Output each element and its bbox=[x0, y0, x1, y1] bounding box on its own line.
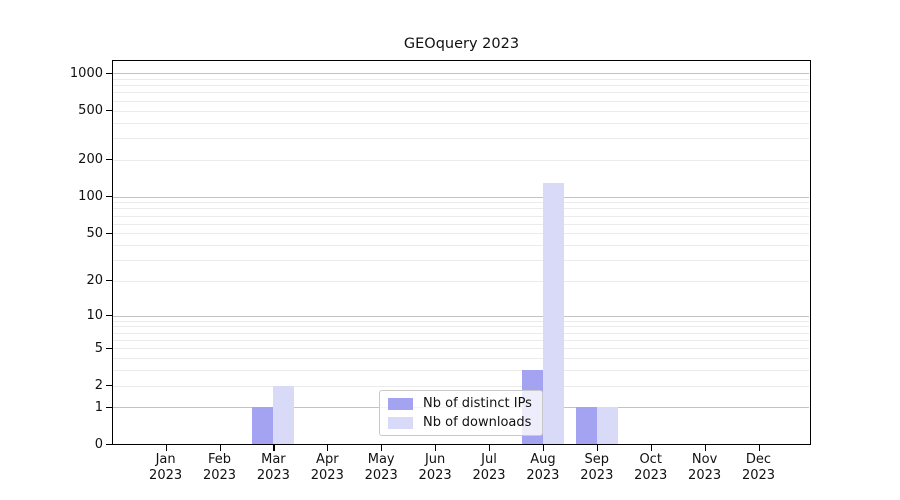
bar-distinct-ips bbox=[252, 407, 274, 445]
y-tick bbox=[106, 109, 112, 112]
y-tick bbox=[106, 347, 112, 349]
x-tick-label: Jun 2023 bbox=[418, 452, 452, 483]
y-tick-label: 1 bbox=[94, 399, 103, 415]
bar-downloads bbox=[542, 182, 564, 445]
legend-swatch-distinct-ips bbox=[388, 397, 413, 410]
minor-gridline bbox=[113, 159, 809, 161]
y-tick-label: 20 bbox=[86, 273, 103, 289]
minor-gridline bbox=[113, 100, 809, 102]
x-tick-label: Oct 2023 bbox=[634, 452, 668, 483]
minor-gridline bbox=[113, 348, 809, 350]
minor-gridline bbox=[113, 260, 809, 261]
x-tick bbox=[596, 445, 598, 451]
minor-gridline bbox=[113, 385, 809, 387]
x-tick-label: May 2023 bbox=[364, 452, 398, 483]
y-tick-label: 500 bbox=[78, 103, 103, 118]
y-tick-label: 5 bbox=[94, 340, 103, 356]
minor-gridline bbox=[113, 326, 809, 328]
x-tick-label: Apr 2023 bbox=[310, 452, 344, 483]
minor-gridline bbox=[113, 215, 809, 217]
minor-gridline bbox=[113, 208, 809, 210]
x-tick-label: Dec 2023 bbox=[741, 452, 776, 483]
chart-title: GEOquery 2023 bbox=[403, 36, 520, 52]
major-gridline bbox=[113, 73, 809, 75]
x-tick bbox=[758, 445, 760, 451]
plot-frame bbox=[112, 60, 811, 445]
minor-gridline bbox=[113, 233, 809, 235]
x-tick-label: Mar 2023 bbox=[256, 452, 290, 483]
minor-gridline bbox=[113, 370, 809, 371]
minor-gridline bbox=[113, 339, 809, 341]
y-tick bbox=[106, 195, 112, 198]
x-tick-label: Jul 2023 bbox=[472, 452, 506, 483]
y-tick bbox=[106, 232, 112, 234]
y-tick bbox=[106, 72, 112, 74]
y-tick bbox=[106, 159, 112, 161]
x-tick-label: Jan 2023 bbox=[149, 452, 183, 483]
x-tick-label: Nov 2023 bbox=[688, 452, 722, 483]
y-tick-label: 50 bbox=[86, 225, 103, 241]
minor-gridline bbox=[113, 358, 809, 359]
y-tick bbox=[106, 315, 112, 317]
legend: Nb of distinct IPs Nb of downloads bbox=[379, 390, 543, 436]
legend-label-distinct-ips: Nb of distinct IPs bbox=[423, 396, 532, 411]
x-tick-label: Feb 2023 bbox=[202, 452, 237, 483]
minor-gridline bbox=[113, 223, 809, 225]
y-tick-label: 2 bbox=[94, 378, 103, 393]
minor-gridline bbox=[113, 320, 809, 322]
x-tick-label: Sep 2023 bbox=[580, 452, 614, 483]
legend-swatch-downloads bbox=[388, 416, 413, 429]
x-tick bbox=[542, 445, 545, 451]
y-tick-label: 10 bbox=[86, 308, 103, 324]
major-gridline bbox=[113, 315, 809, 317]
y-tick-label: 200 bbox=[78, 152, 103, 168]
minor-gridline bbox=[113, 332, 809, 334]
minor-gridline bbox=[113, 79, 809, 80]
minor-gridline bbox=[113, 280, 809, 282]
bar-downloads bbox=[273, 385, 295, 445]
y-tick bbox=[106, 443, 112, 446]
x-tick bbox=[165, 445, 167, 451]
x-tick bbox=[381, 445, 383, 451]
y-tick bbox=[106, 280, 112, 282]
minor-gridline bbox=[113, 110, 809, 112]
x-tick bbox=[327, 445, 329, 451]
y-tick bbox=[106, 406, 112, 408]
minor-gridline bbox=[113, 137, 809, 139]
x-tick bbox=[219, 445, 221, 451]
x-tick bbox=[704, 445, 706, 451]
legend-label-downloads: Nb of downloads bbox=[423, 415, 532, 430]
x-tick-label: Aug 2023 bbox=[526, 452, 560, 483]
x-tick bbox=[435, 445, 437, 451]
bar-distinct-ips bbox=[575, 407, 597, 445]
minor-gridline bbox=[113, 202, 809, 204]
y-tick-label: 1000 bbox=[69, 65, 103, 81]
minor-gridline bbox=[113, 85, 809, 87]
minor-gridline bbox=[113, 122, 809, 124]
legend-item-downloads: Nb of downloads bbox=[380, 415, 542, 430]
y-tick bbox=[106, 384, 112, 387]
minor-gridline bbox=[113, 92, 809, 94]
bar-downloads bbox=[596, 407, 618, 445]
major-gridline bbox=[113, 196, 809, 198]
x-tick bbox=[650, 445, 652, 451]
x-tick bbox=[489, 445, 491, 451]
y-tick-label: 100 bbox=[78, 189, 103, 204]
legend-item-distinct-ips: Nb of distinct IPs bbox=[380, 396, 542, 411]
minor-gridline bbox=[113, 245, 809, 246]
y-tick-label: 0 bbox=[94, 437, 103, 452]
x-tick bbox=[273, 445, 275, 451]
